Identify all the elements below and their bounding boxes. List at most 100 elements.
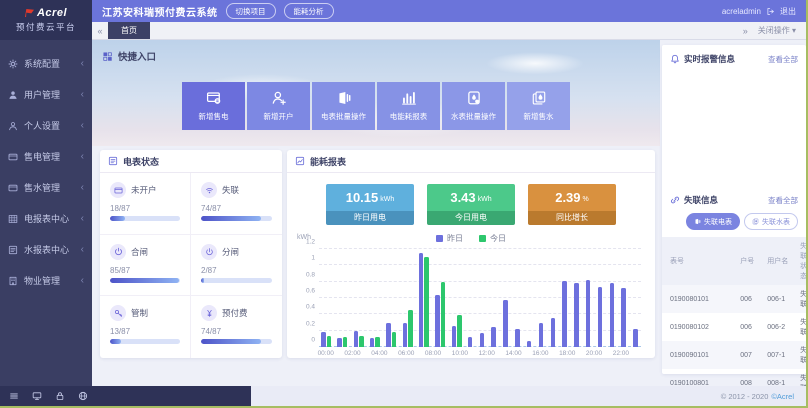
- energy-analysis-button[interactable]: 能耗分析: [283, 3, 334, 19]
- table-column-header: 表号: [662, 237, 739, 285]
- bars-chart-icon: [401, 90, 417, 106]
- right-panel: 实时报警信息 查看全部 失联信息 查看全部 失联电表 失联水表 表号 户号 用户名 失联…: [662, 45, 808, 406]
- bar[interactable]: [386, 322, 391, 347]
- table-cell: 失联: [800, 347, 808, 364]
- sidebar-item[interactable]: 售电管理 ‹: [0, 141, 92, 172]
- kpi-label: 今日用电: [427, 211, 515, 225]
- tabs-scroll-left-icon[interactable]: «: [97, 25, 103, 36]
- bar[interactable]: [562, 280, 567, 347]
- offline-table-header: 表号 户号 用户名 失联状态: [662, 237, 806, 285]
- bar[interactable]: [337, 338, 342, 347]
- bar[interactable]: [585, 280, 591, 347]
- sidebar-item[interactable]: 用户管理 ‹: [0, 79, 92, 110]
- offline-filter-toggle[interactable]: 失联电表: [686, 213, 740, 230]
- bar[interactable]: [326, 336, 331, 347]
- energy-report-title: 能耗报表: [310, 156, 347, 167]
- bar[interactable]: [621, 288, 626, 347]
- legend-item[interactable]: 今日: [479, 233, 506, 244]
- sidebar-item-label: 个人设置: [24, 121, 61, 131]
- x-tick-label: 14:00: [505, 350, 522, 357]
- bar[interactable]: [538, 322, 544, 347]
- sidebar-item[interactable]: 物业管理 ‹: [0, 265, 92, 296]
- kpi-card: 2.39% 同比增长: [528, 184, 616, 225]
- quick-entry-button-label: 水表批量操作: [451, 112, 496, 121]
- bar[interactable]: [550, 317, 555, 347]
- table-column-header: 户号: [738, 237, 766, 285]
- tab-home[interactable]: 首页: [108, 22, 150, 39]
- bar[interactable]: [321, 332, 326, 347]
- chevron-collapse-icon: ‹: [80, 57, 84, 69]
- quick-entry-button-label: 新增售电: [198, 112, 229, 121]
- kpi-unit: kWh: [380, 196, 395, 203]
- alarm-view-all-link[interactable]: 查看全部: [768, 54, 798, 64]
- menu-icon[interactable]: [9, 391, 19, 401]
- lock-icon[interactable]: [55, 391, 65, 401]
- water-drop-icon: [752, 218, 759, 225]
- tabs-scroll-right-icon[interactable]: »: [742, 25, 748, 36]
- switch-project-button[interactable]: 切换项目: [225, 3, 276, 19]
- sidebar-item[interactable]: 个人设置 ‹: [0, 110, 92, 141]
- bar[interactable]: [424, 257, 429, 347]
- offline-filter-toggle[interactable]: 失联水表: [744, 213, 798, 230]
- logo-text: Acrel: [36, 7, 68, 19]
- copyright-brand-link[interactable]: ©Acrel: [771, 391, 794, 401]
- bar[interactable]: [391, 332, 397, 347]
- bar-group: [585, 249, 592, 347]
- card-icon: [114, 186, 123, 195]
- sidebar-item-label: 售电管理: [24, 152, 61, 162]
- bar[interactable]: [457, 315, 462, 347]
- sidebar-item[interactable]: 水报表中心 ‹: [0, 234, 92, 265]
- bar[interactable]: [491, 326, 496, 347]
- status-progress-bar: [201, 277, 272, 283]
- bar[interactable]: [609, 283, 615, 347]
- bar[interactable]: [402, 322, 408, 347]
- close-operations-dropdown[interactable]: 关闭操作 ▾: [757, 26, 796, 35]
- bar[interactable]: [440, 281, 446, 347]
- x-tick-label: 02:00: [344, 350, 361, 357]
- bar[interactable]: [526, 341, 532, 347]
- status-count: 74/87: [201, 327, 222, 336]
- meter-batch-icon: [336, 90, 352, 106]
- gridline: [319, 264, 641, 266]
- x-tick-label: 22:00: [612, 350, 630, 357]
- bar[interactable]: [353, 331, 359, 347]
- bar-group: [633, 249, 639, 347]
- sidebar-item[interactable]: 售水管理 ‹: [0, 172, 92, 203]
- bar[interactable]: [574, 283, 579, 347]
- meter-status-cell: 合闸 85/87: [100, 234, 191, 296]
- quick-entry-button[interactable]: 电表批量操作: [312, 82, 375, 130]
- bar[interactable]: [597, 287, 603, 347]
- sidebar-item[interactable]: 电报表中心 ‹: [0, 203, 92, 234]
- report-icon: [8, 245, 18, 255]
- bar[interactable]: [479, 333, 485, 347]
- bar[interactable]: [369, 338, 375, 347]
- card-icon: [8, 152, 18, 162]
- quick-entry-button[interactable]: 电能耗报表: [377, 82, 440, 130]
- bar[interactable]: [375, 337, 380, 347]
- quick-entry-button[interactable]: 新增开户: [247, 82, 310, 130]
- meter-status-cell: 分闸 2/87: [191, 235, 282, 296]
- offline-view-all-link[interactable]: 查看全部: [768, 195, 798, 205]
- logout-button[interactable]: 退出: [780, 6, 796, 16]
- bar[interactable]: [359, 335, 364, 347]
- bar[interactable]: [467, 337, 473, 347]
- table-cell: 006-2: [767, 323, 786, 331]
- bar[interactable]: [435, 294, 440, 347]
- monitor-icon[interactable]: [32, 391, 42, 401]
- sidebar-item[interactable]: 系统配置 ‹: [0, 48, 92, 79]
- quick-entry-button[interactable]: 新增售电: [182, 82, 245, 130]
- legend-swatch: [479, 235, 486, 242]
- quick-entry-button[interactable]: 水表批量操作: [442, 82, 505, 130]
- bar[interactable]: [503, 299, 508, 347]
- bar[interactable]: [342, 337, 348, 347]
- legend-item[interactable]: 昨日: [436, 233, 463, 244]
- quick-entry-button[interactable]: 新增售水: [507, 82, 570, 130]
- bar[interactable]: [451, 325, 456, 347]
- bar[interactable]: [408, 310, 413, 347]
- bar[interactable]: [515, 329, 520, 347]
- table-cell: 006-1: [767, 295, 786, 303]
- bar-group: [418, 249, 429, 347]
- globe-icon[interactable]: [78, 391, 88, 401]
- bar[interactable]: [418, 253, 424, 347]
- bar[interactable]: [633, 329, 638, 347]
